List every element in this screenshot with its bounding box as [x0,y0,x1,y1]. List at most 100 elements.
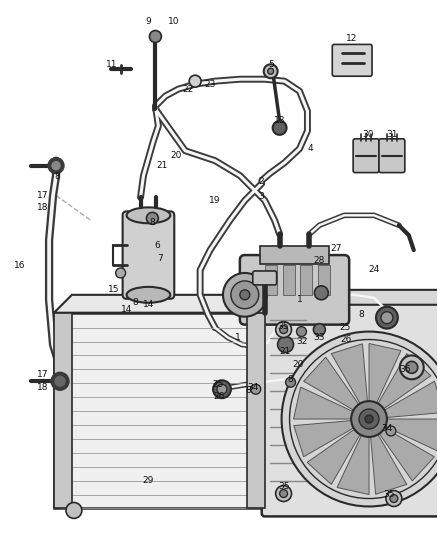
Text: 21: 21 [279,347,290,356]
Text: 25: 25 [339,323,351,332]
Circle shape [278,336,293,352]
Text: 28: 28 [314,255,325,264]
Ellipse shape [127,207,170,223]
Text: 8: 8 [133,298,138,307]
Circle shape [276,321,292,337]
Circle shape [217,384,227,394]
Text: 35: 35 [278,482,290,491]
Circle shape [386,426,396,436]
Text: 1: 1 [235,333,241,342]
Circle shape [400,356,424,379]
Text: 35: 35 [277,322,288,331]
Circle shape [55,376,65,386]
Circle shape [279,326,288,334]
Circle shape [66,503,82,519]
Text: 34: 34 [247,383,258,392]
Text: 20: 20 [170,151,182,160]
Circle shape [314,324,325,336]
Polygon shape [294,421,353,457]
Text: 25: 25 [212,379,224,389]
Bar [260,246,329,264]
Circle shape [351,401,387,437]
Text: 20: 20 [293,360,304,369]
Text: 9: 9 [145,17,151,26]
Text: 22: 22 [183,85,194,94]
Polygon shape [385,419,438,451]
Text: 10: 10 [168,17,179,26]
FancyBboxPatch shape [262,302,438,516]
Text: 29: 29 [143,476,154,485]
Text: 13: 13 [274,116,286,125]
Circle shape [359,409,379,429]
FancyBboxPatch shape [353,139,379,173]
Text: 32: 32 [296,337,307,346]
Polygon shape [379,428,434,481]
Polygon shape [265,295,283,508]
Text: 8: 8 [54,172,60,181]
Text: 16: 16 [14,261,25,270]
FancyBboxPatch shape [379,139,405,173]
Circle shape [365,415,373,423]
Polygon shape [304,357,359,410]
Polygon shape [54,295,283,313]
Circle shape [48,158,64,174]
Circle shape [223,273,267,317]
Polygon shape [331,344,367,403]
Circle shape [51,373,69,390]
Circle shape [390,495,398,503]
Circle shape [282,332,438,506]
Text: 12: 12 [346,34,357,43]
Circle shape [386,490,402,506]
Circle shape [314,286,328,300]
Circle shape [286,377,296,387]
Bar [300,265,312,295]
Text: 4: 4 [307,144,313,154]
Text: 34: 34 [381,424,392,433]
Polygon shape [293,387,353,419]
Circle shape [149,30,161,43]
Text: 30: 30 [362,131,374,139]
Text: 14: 14 [143,300,154,309]
Text: 14: 14 [121,305,132,314]
FancyBboxPatch shape [253,271,277,285]
Circle shape [213,380,231,398]
FancyBboxPatch shape [332,44,372,76]
Bar [265,265,277,295]
Circle shape [116,268,126,278]
Circle shape [297,327,307,336]
Text: 27: 27 [331,244,342,253]
Circle shape [231,281,259,309]
Text: 24: 24 [368,265,380,274]
Text: 17: 17 [37,191,49,200]
Circle shape [381,312,393,324]
Circle shape [276,486,292,502]
Bar [54,313,265,508]
Circle shape [189,75,201,87]
Text: 26: 26 [213,392,225,401]
Text: 19: 19 [209,196,221,205]
Text: 26: 26 [340,335,352,344]
Circle shape [273,121,286,135]
Text: 31: 31 [386,131,398,139]
Text: 11: 11 [106,60,117,69]
Text: 35: 35 [383,490,395,499]
Polygon shape [307,429,360,484]
Bar [54,313,72,508]
Bar [318,265,330,295]
Polygon shape [265,290,438,305]
Text: 23: 23 [205,79,216,88]
Text: 18: 18 [37,203,49,212]
Circle shape [279,490,288,497]
Bar [247,313,265,508]
Polygon shape [337,435,369,495]
Text: 18: 18 [37,383,49,392]
Circle shape [376,307,398,329]
Text: 7: 7 [158,254,163,263]
Text: 21: 21 [157,161,168,170]
Polygon shape [385,381,438,417]
Polygon shape [371,434,407,494]
Text: 5: 5 [268,60,274,69]
Text: 8: 8 [245,386,251,395]
Text: 33: 33 [314,333,325,342]
Text: 17: 17 [37,370,49,379]
